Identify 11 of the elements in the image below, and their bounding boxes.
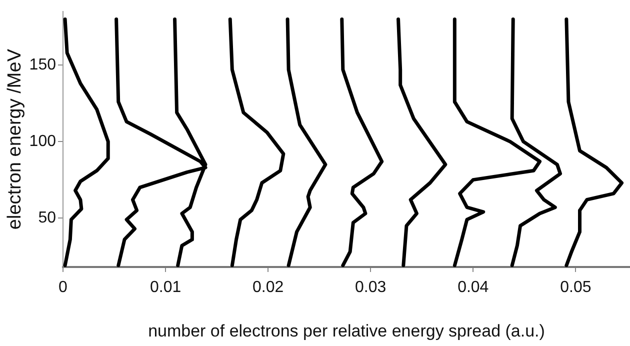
x-tick-label: 0.05 xyxy=(560,279,592,296)
x-tick-label: 0.01 xyxy=(150,279,182,296)
y-tick-label: 50 xyxy=(38,209,56,226)
x-tick-label: 0.04 xyxy=(458,279,489,296)
x-axis-title: number of electrons per relative energy spread (a.u.) xyxy=(148,321,545,340)
x-tick-label: 0.03 xyxy=(355,279,386,296)
x-tick-label: 0.02 xyxy=(252,279,284,296)
x-tick-label: 0 xyxy=(58,279,68,296)
y-tick-label: 100 xyxy=(29,133,56,150)
y-axis-title: electron energy /MeV xyxy=(4,48,26,230)
y-tick-label: 150 xyxy=(29,56,56,74)
